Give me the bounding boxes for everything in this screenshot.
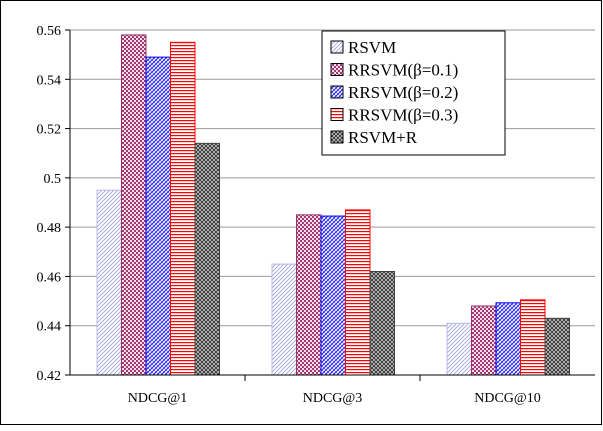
bars — [96, 34, 570, 376]
bar-ndcg-at-3-series-4 — [345, 209, 371, 376]
x-axis-category-labels: NDCG@1 NDCG@3 NDCG@10 — [128, 391, 541, 406]
legend-label: RSVM — [348, 38, 396, 57]
bar-ndcg-at-1-series-2 — [121, 34, 147, 376]
x-category-label: NDCG@3 — [303, 391, 363, 406]
legend-label: RSVM+R — [348, 128, 418, 147]
y-tick-label: 0.54 — [37, 73, 62, 88]
legend-swatch — [330, 63, 344, 76]
y-tick-label: 0.52 — [37, 123, 62, 138]
y-tick-label: 0.56 — [37, 24, 62, 39]
legend-label: RRSVM(β=0.2) — [348, 83, 458, 102]
bar-ndcg-at-1-series-3 — [145, 56, 171, 376]
x-category-label: NDCG@1 — [128, 391, 188, 406]
x-category-label: NDCG@10 — [474, 391, 541, 406]
y-tick-label: 0.44 — [37, 320, 62, 335]
bar-ndcg-at-3-series-3 — [320, 215, 346, 376]
legend-swatch — [330, 130, 344, 144]
bar-ndcg-at-10-series-4 — [520, 299, 546, 376]
legend-swatch — [330, 85, 344, 99]
legend-swatch — [330, 40, 344, 54]
y-tick-label: 0.48 — [37, 221, 62, 236]
legend-label: RRSVM(β=0.1) — [348, 61, 458, 80]
bar-ndcg-at-1-series-1 — [96, 189, 122, 376]
bar-ndcg-at-3-series-2 — [296, 214, 322, 376]
bar-ndcg-at-3-series-5 — [369, 271, 395, 376]
y-tick-label: 0.42 — [37, 369, 62, 384]
y-tick-label: 0.5 — [44, 172, 62, 187]
bar-ndcg-at-10-series-3 — [495, 302, 521, 376]
bar-ndcg-at-1-series-5 — [194, 142, 220, 376]
axes — [69, 30, 595, 381]
y-tick-label: 0.46 — [37, 270, 62, 285]
y-axis-ticks: 0.42 0.44 0.46 0.48 0.5 0.52 0.54 0.56 — [37, 24, 70, 384]
bar-ndcg-at-10-series-2 — [471, 305, 497, 376]
bar-ndcg-at-10-series-5 — [544, 317, 570, 376]
bar-ndcg-at-10-series-1 — [446, 322, 472, 376]
legend: RSVM RRSVM(β=0.1) RRSVM(β=0.2) RRSVM(β=0.3)… — [321, 30, 506, 156]
bar-ndcg-at-3-series-1 — [271, 263, 297, 376]
bar-ndcg-at-1-series-4 — [170, 41, 196, 376]
legend-box — [321, 30, 506, 156]
legend-swatch — [330, 108, 344, 121]
legend-label: RRSVM(β=0.3) — [348, 106, 458, 125]
